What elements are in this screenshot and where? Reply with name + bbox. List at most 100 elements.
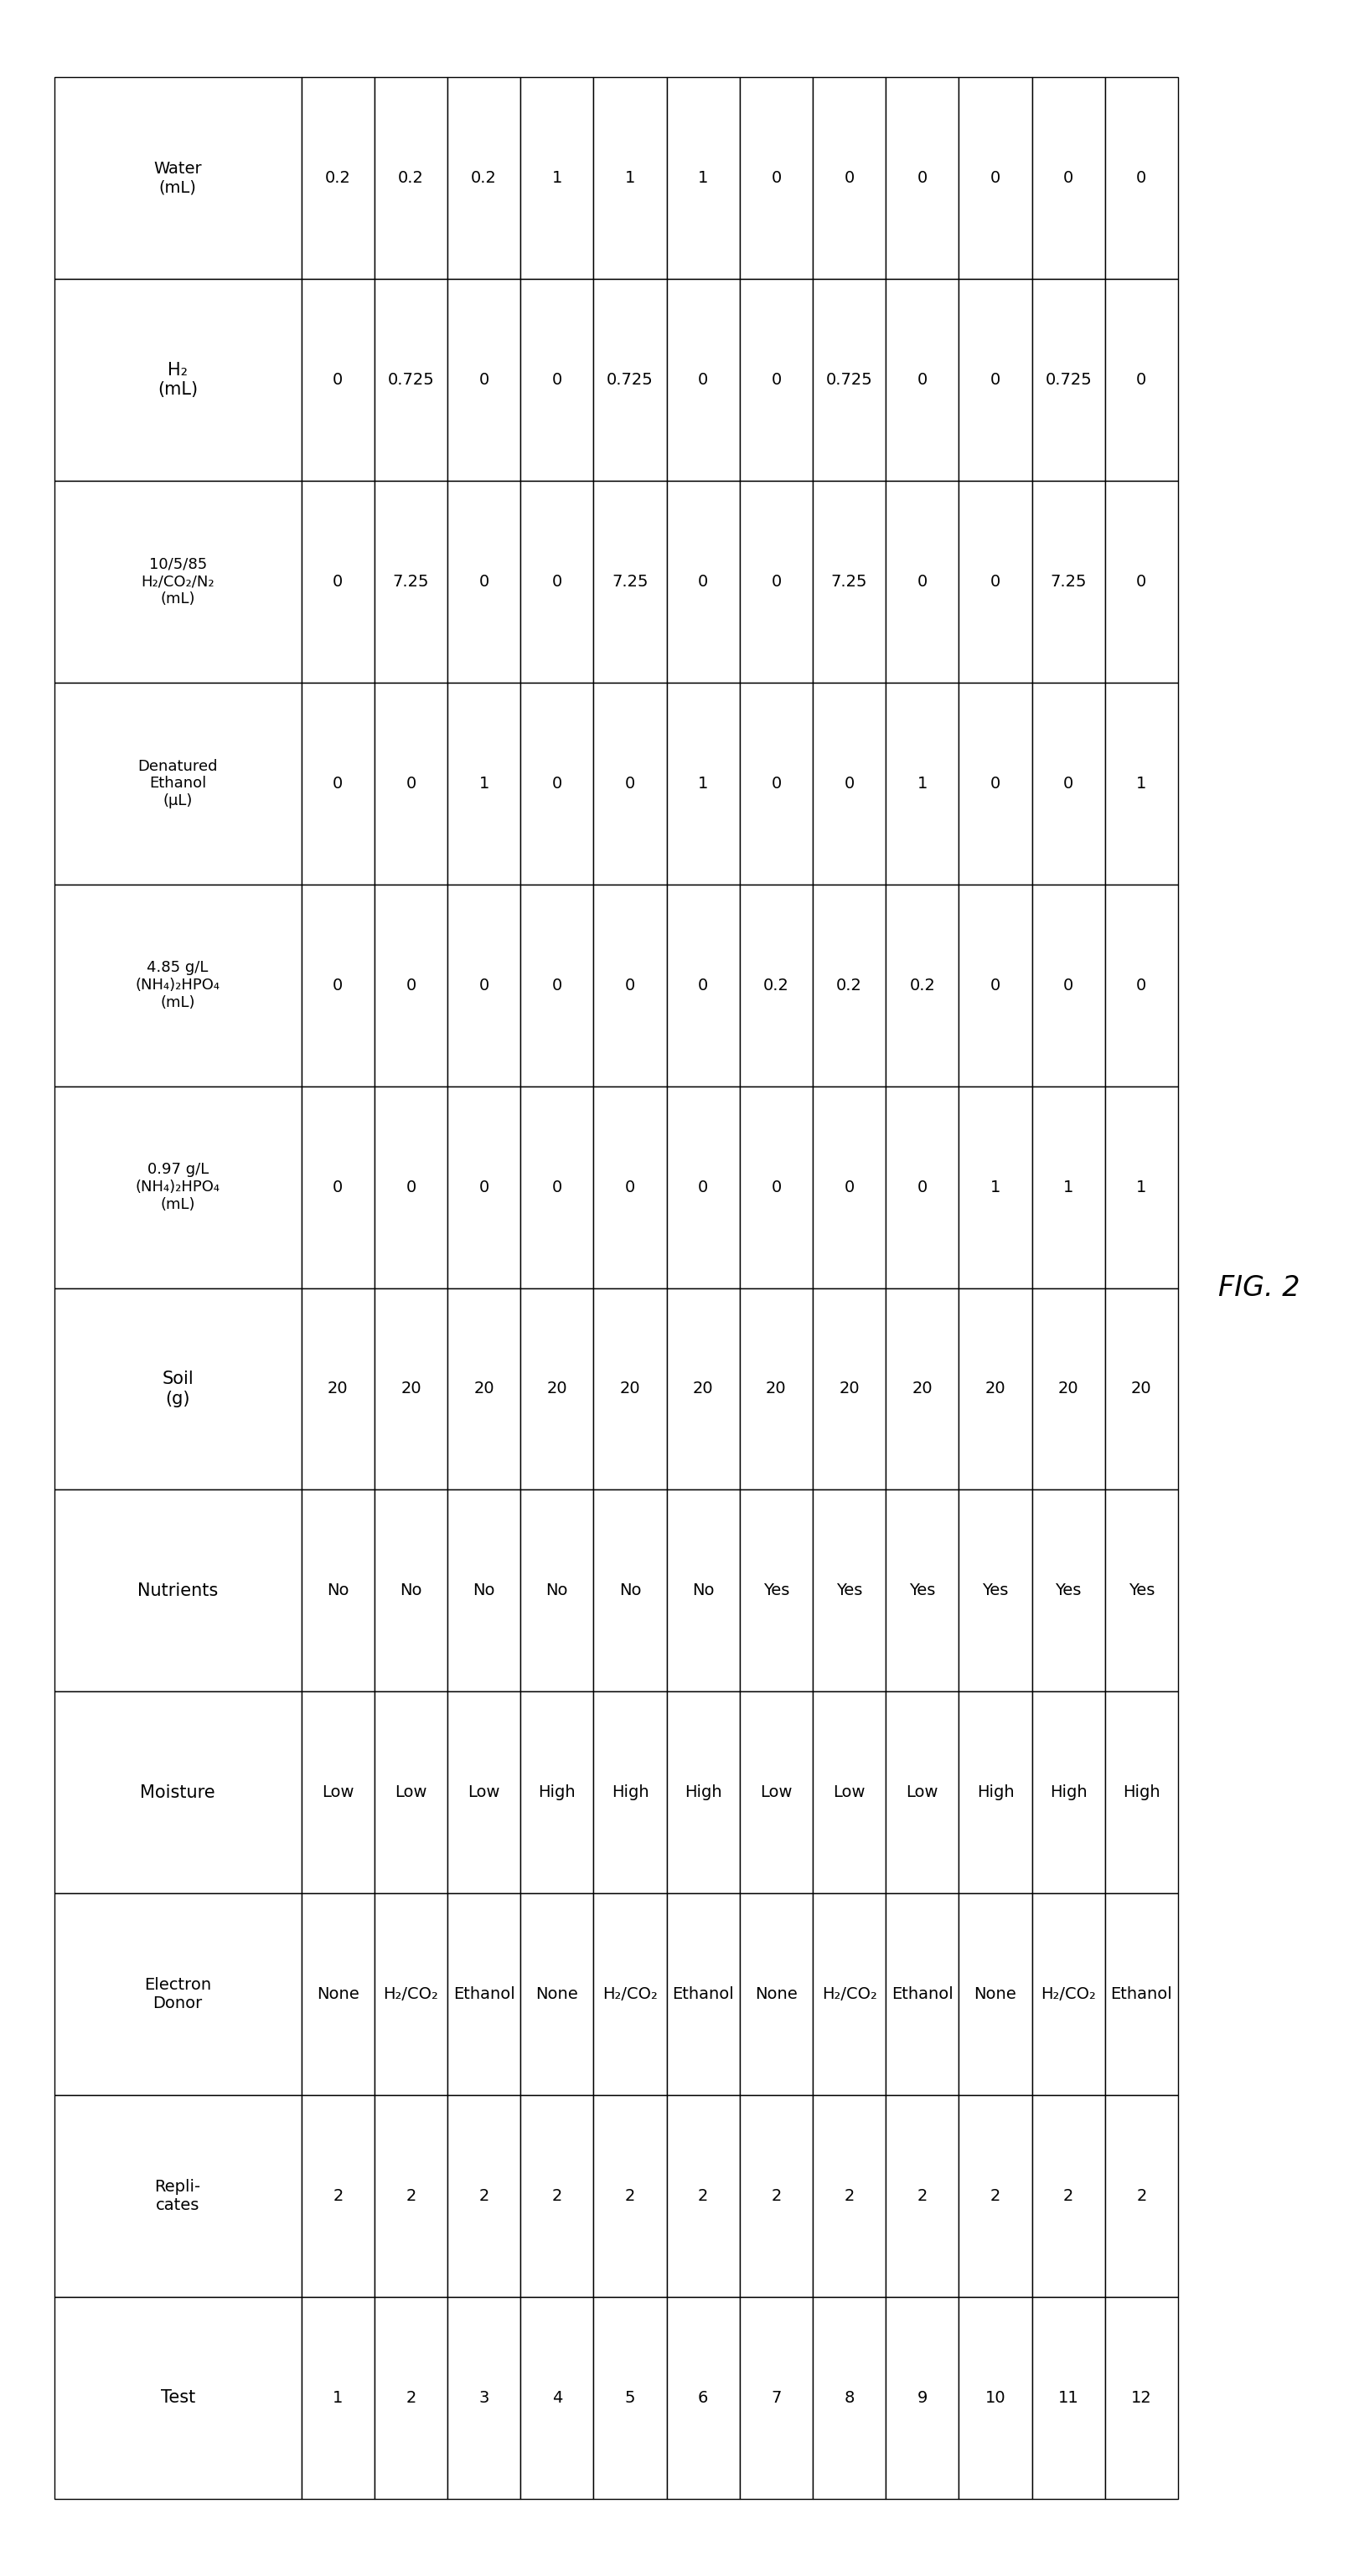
Text: 0: 0 xyxy=(333,775,343,791)
Bar xyxy=(302,1893,375,2094)
Text: No: No xyxy=(692,1582,715,1600)
Text: High: High xyxy=(976,1785,1014,1801)
Text: 9: 9 xyxy=(917,2391,927,2406)
Bar xyxy=(593,1489,666,1692)
Bar xyxy=(375,1087,447,1288)
Bar xyxy=(593,1288,666,1489)
Bar xyxy=(302,1489,375,1692)
Bar xyxy=(739,77,812,278)
Text: 0: 0 xyxy=(626,976,635,994)
Text: 0: 0 xyxy=(770,574,781,590)
Bar xyxy=(1032,1087,1105,1288)
Text: 0: 0 xyxy=(626,1180,635,1195)
Text: 0: 0 xyxy=(479,1180,489,1195)
Bar xyxy=(959,1087,1032,1288)
Text: 0: 0 xyxy=(552,574,562,590)
Bar xyxy=(520,2094,593,2298)
Bar xyxy=(812,884,886,1087)
Bar xyxy=(959,1692,1032,1893)
Bar xyxy=(1032,2094,1105,2298)
Bar xyxy=(448,1893,520,2094)
Bar xyxy=(1105,482,1178,683)
Text: 1: 1 xyxy=(333,2391,343,2406)
Bar xyxy=(1105,77,1178,278)
Bar xyxy=(886,1692,959,1893)
Text: 1: 1 xyxy=(552,170,562,185)
Bar xyxy=(593,482,666,683)
Bar xyxy=(593,884,666,1087)
Text: Ethanol: Ethanol xyxy=(1110,1986,1173,2002)
Text: 2: 2 xyxy=(406,2187,416,2205)
Bar xyxy=(739,1288,812,1489)
Bar xyxy=(54,1692,302,1893)
Bar xyxy=(54,1489,302,1692)
Bar xyxy=(812,482,886,683)
Text: Yes: Yes xyxy=(909,1582,936,1600)
Bar xyxy=(448,278,520,482)
Text: 4: 4 xyxy=(552,2391,562,2406)
Text: 2: 2 xyxy=(1136,2187,1147,2205)
Text: 0: 0 xyxy=(990,775,1001,791)
Bar xyxy=(886,1288,959,1489)
Bar xyxy=(812,2298,886,2499)
Bar xyxy=(959,2298,1032,2499)
Bar xyxy=(375,2298,447,2499)
Text: 0: 0 xyxy=(333,371,343,389)
Bar xyxy=(593,77,666,278)
Bar xyxy=(739,1489,812,1692)
Bar xyxy=(302,482,375,683)
Text: 2: 2 xyxy=(697,2187,708,2205)
Text: Nutrients: Nutrients xyxy=(138,1582,218,1600)
Bar xyxy=(1105,1288,1178,1489)
Text: 20: 20 xyxy=(839,1381,860,1396)
Text: 11: 11 xyxy=(1057,2391,1079,2406)
Bar xyxy=(54,884,302,1087)
Text: 0.2: 0.2 xyxy=(764,976,789,994)
Bar xyxy=(448,1288,520,1489)
Text: 1: 1 xyxy=(479,775,489,791)
Text: 2: 2 xyxy=(333,2187,343,2205)
Text: 0.725: 0.725 xyxy=(826,371,872,389)
Text: 0: 0 xyxy=(1063,170,1074,185)
Text: None: None xyxy=(756,1986,798,2002)
Text: 0: 0 xyxy=(552,371,562,389)
Text: 0.725: 0.725 xyxy=(387,371,435,389)
Text: H₂/CO₂: H₂/CO₂ xyxy=(603,1986,658,2002)
Bar xyxy=(593,1087,666,1288)
Bar xyxy=(1105,683,1178,884)
Bar xyxy=(520,683,593,884)
Bar xyxy=(886,683,959,884)
Bar xyxy=(666,278,739,482)
Bar xyxy=(739,482,812,683)
Text: Low: Low xyxy=(322,1785,353,1801)
Text: 7.25: 7.25 xyxy=(612,574,649,590)
Text: 1: 1 xyxy=(1136,1180,1147,1195)
Text: 0: 0 xyxy=(917,371,927,389)
Bar xyxy=(1032,278,1105,482)
Bar xyxy=(54,683,302,884)
Bar xyxy=(959,2094,1032,2298)
Bar xyxy=(666,1489,739,1692)
Text: 10/5/85
H₂/CO₂/N₂
(mL): 10/5/85 H₂/CO₂/N₂ (mL) xyxy=(141,556,214,608)
Bar xyxy=(302,1288,375,1489)
Bar xyxy=(302,683,375,884)
Text: 2: 2 xyxy=(844,2187,854,2205)
Text: 0: 0 xyxy=(479,976,489,994)
Text: 2: 2 xyxy=(1063,2187,1074,2205)
Text: 20: 20 xyxy=(1131,1381,1152,1396)
Text: 7: 7 xyxy=(770,2391,781,2406)
Bar xyxy=(886,482,959,683)
Bar xyxy=(739,278,812,482)
Bar xyxy=(1105,2094,1178,2298)
Text: 2: 2 xyxy=(626,2187,635,2205)
Bar xyxy=(302,2298,375,2499)
Text: No: No xyxy=(399,1582,422,1600)
Text: 1: 1 xyxy=(697,170,708,185)
Text: Ethanol: Ethanol xyxy=(891,1986,953,2002)
Text: 0: 0 xyxy=(770,775,781,791)
Text: 20: 20 xyxy=(693,1381,714,1396)
Text: No: No xyxy=(546,1582,569,1600)
Text: No: No xyxy=(326,1582,349,1600)
Bar xyxy=(448,683,520,884)
Text: 7.25: 7.25 xyxy=(1051,574,1087,590)
